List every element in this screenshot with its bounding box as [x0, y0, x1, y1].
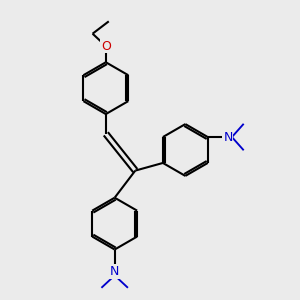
- Text: N: N: [110, 265, 119, 278]
- Text: O: O: [101, 40, 111, 52]
- Text: N: N: [224, 130, 233, 143]
